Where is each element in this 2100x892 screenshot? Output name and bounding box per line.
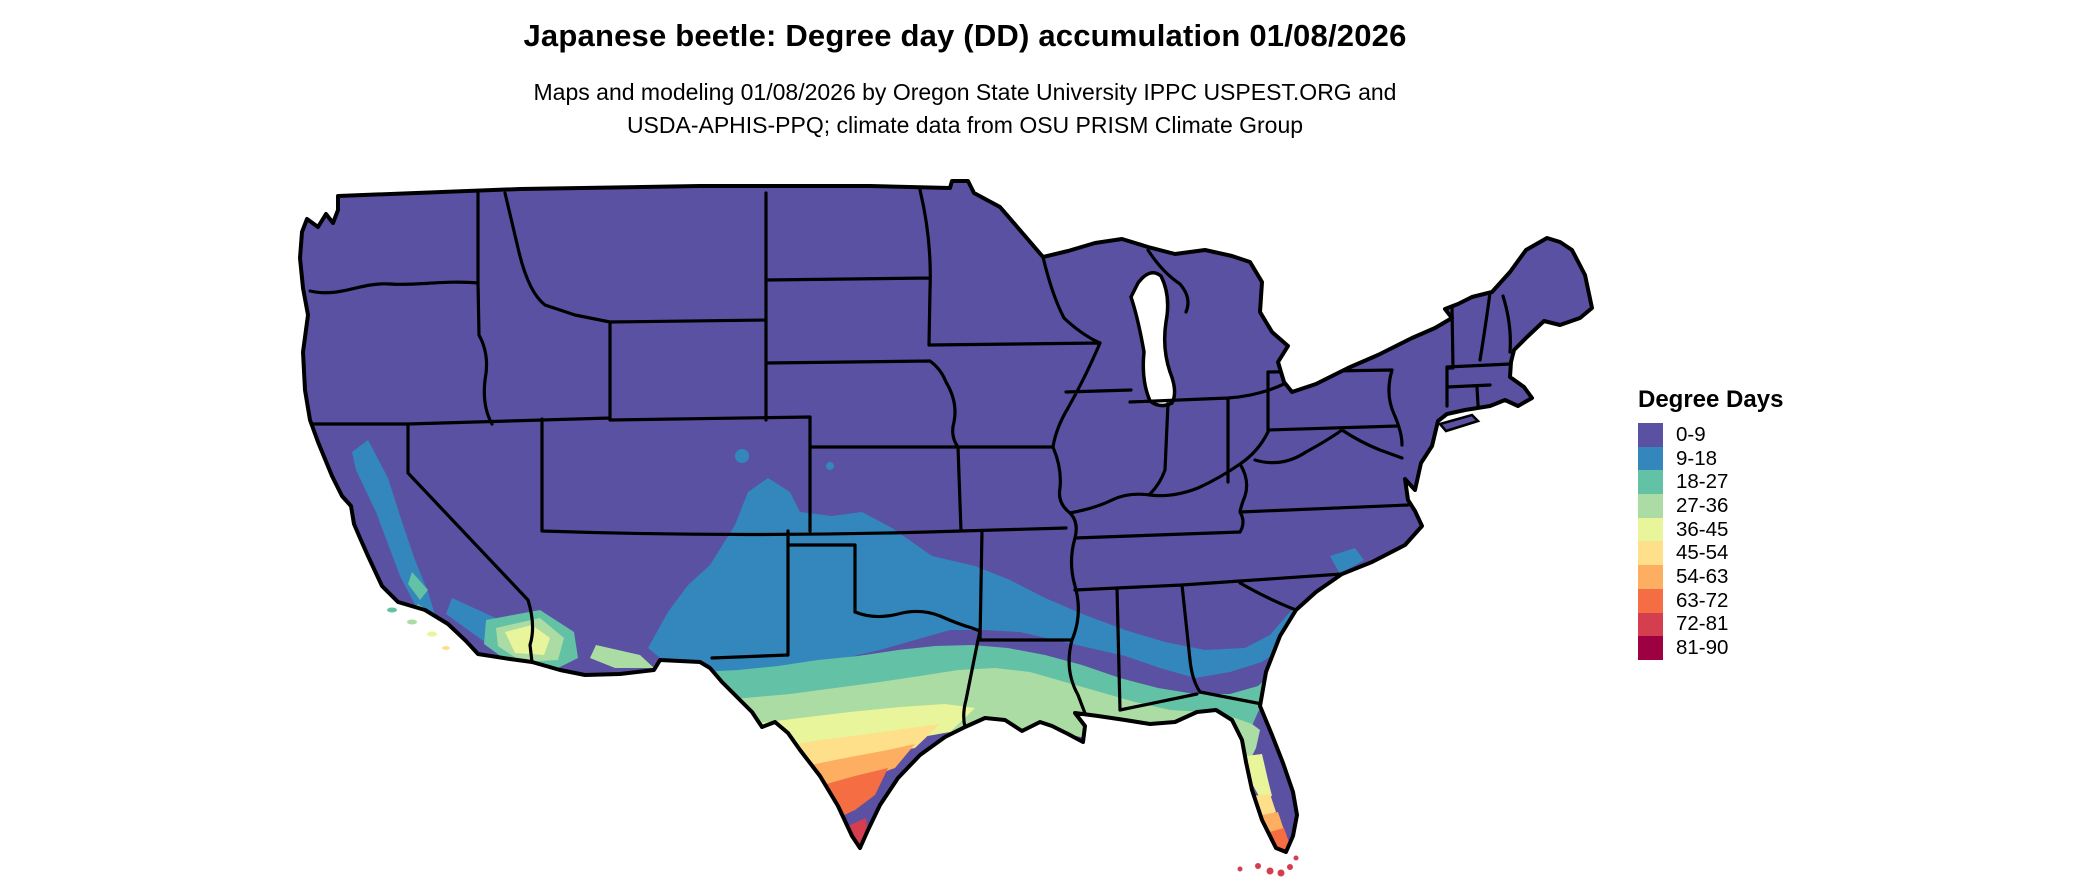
long-island (1437, 413, 1481, 433)
legend-label: 9-18 (1676, 446, 1718, 470)
legend-item: 54-63 (1638, 565, 1783, 589)
legend-title: Degree Days (1638, 386, 1784, 413)
legend-item: 18-27 (1638, 470, 1783, 495)
legend-item: 36-45 (1638, 518, 1783, 542)
legend-item: 27-36 (1638, 494, 1783, 518)
legend-label: 63-72 (1676, 588, 1729, 612)
legend-item: 63-72 (1638, 589, 1783, 613)
legend-swatch-0-9 (1638, 423, 1663, 447)
legend-label: 81-90 (1676, 636, 1729, 660)
legend-swatch-36-45 (1638, 517, 1663, 542)
legend-label: 36-45 (1676, 517, 1729, 541)
page-subtitle: Maps and modeling 01/08/2026 by Oregon S… (290, 76, 1640, 142)
legend-swatch-45-54 (1638, 541, 1663, 566)
legend-label: 0-9 (1676, 422, 1706, 446)
legend-swatch-81-90 (1638, 636, 1663, 660)
lake-michigan (1129, 271, 1177, 408)
title-block: Japanese beetle: Degree day (DD) accumul… (290, 18, 1640, 142)
legend-item: 81-90 (1638, 636, 1783, 660)
class-region-45-54 (772, 724, 1276, 818)
legend-label: 18-27 (1676, 470, 1729, 494)
legend-item: 9-18 (1638, 447, 1783, 471)
legend-swatch-9-18 (1638, 446, 1663, 471)
legend-swatch-27-36 (1638, 494, 1663, 518)
subtitle-line-2: USDA-APHIS-PPQ; climate data from OSU PR… (626, 112, 1304, 138)
legend: Degree Days 0-9 9-18 18-27 27-36 36-45 4… (1638, 386, 1783, 660)
channel-islands (387, 607, 450, 650)
legend-swatch-63-72 (1638, 588, 1663, 613)
legend-label: 72-81 (1676, 612, 1729, 636)
state-boundaries (306, 188, 1512, 729)
legend-label: 54-63 (1676, 564, 1729, 588)
legend-label: 27-36 (1676, 493, 1729, 517)
legend-item: 0-9 (1638, 423, 1783, 447)
subtitle-line-1: Maps and modeling 01/08/2026 by Oregon S… (533, 79, 1397, 105)
legend-swatch-54-63 (1638, 565, 1663, 589)
florida-keys (1237, 855, 1299, 877)
legend-item: 45-54 (1638, 541, 1783, 566)
legend-swatch-18-27 (1638, 470, 1663, 495)
map-fill-layers (300, 181, 1592, 852)
page-title: Japanese beetle: Degree day (DD) accumul… (523, 18, 1407, 53)
legend-label: 45-54 (1676, 541, 1729, 565)
legend-swatch-72-81 (1638, 612, 1663, 637)
legend-item: 72-81 (1638, 612, 1783, 637)
conus-outline (298, 179, 1594, 854)
